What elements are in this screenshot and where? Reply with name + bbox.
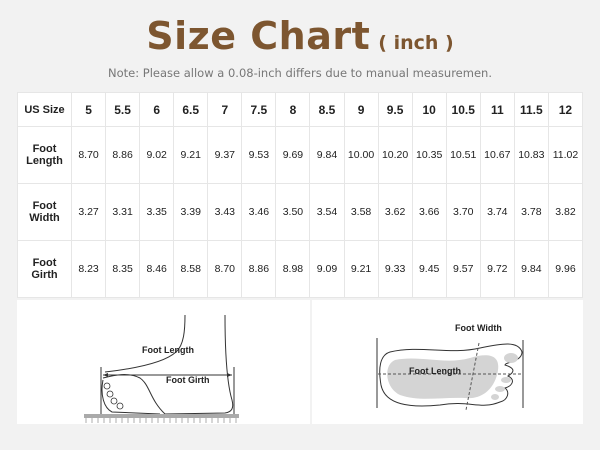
row-label-line1: Foot [32,257,57,270]
value-cell: 3.54 [309,183,345,242]
value-cell: 9.96 [547,240,584,298]
value-cell: 9.57 [445,240,481,298]
size-header-cell: 5.5 [105,91,141,128]
size-header-cell: 9.5 [377,91,413,128]
value-cell: 3.78 [513,183,549,242]
value-cell: 3.82 [547,183,584,242]
value-cell: 9.72 [479,240,515,298]
size-header-cell: 12 [547,91,584,128]
value-cell: 3.27 [70,183,107,242]
value-cell: 8.46 [139,240,175,298]
row-label-cell: Foot Girth [17,240,72,298]
size-header-cell: 9 [343,91,379,128]
size-header-cell: 8 [275,91,311,128]
value-cell: 8.23 [70,240,107,298]
page-title: Size Chart ( inch ) [0,14,600,58]
value-cell: 3.43 [207,183,243,242]
value-cell: 9.21 [343,240,379,298]
value-cell: 10.67 [479,126,515,185]
value-cell: 3.62 [377,183,413,242]
size-header-cell: 11 [479,91,515,128]
top-foot-illustration: Foot Width Foot Length [376,323,524,411]
value-cell: 3.31 [105,183,141,242]
measurement-note: Note: Please allow a 0.08-inch differs d… [108,66,492,80]
size-header-cell: 5 [70,91,107,128]
row-label-cell: Foot Width [17,183,72,242]
value-cell: 9.69 [275,126,311,185]
value-cell: 8.70 [207,240,243,298]
row-header-label: US Size [17,91,72,128]
value-cell: 3.50 [275,183,311,242]
table-row: Foot Length 8.70 8.86 9.02 9.21 9.37 9.53 9.69 9.… [17,126,584,185]
value-cell: 8.86 [241,240,277,298]
value-cell: 8.98 [275,240,311,298]
value-cell: 9.33 [377,240,413,298]
value-cell: 8.70 [70,126,107,185]
size-header-cell: 10 [411,91,447,128]
value-cell: 3.46 [241,183,277,242]
size-header-cell: 11.5 [513,91,549,128]
size-header-cell: 7 [207,91,243,128]
value-cell: 11.02 [547,126,584,185]
value-cell: 9.37 [207,126,243,185]
value-cell: 3.58 [343,183,379,242]
value-cell: 9.45 [411,240,447,298]
table-row: Foot Girth 8.23 8.35 8.46 8.58 8.70 8.86 8.98 9.0… [17,240,584,298]
value-cell: 3.66 [411,183,447,242]
value-cell: 9.53 [241,126,277,185]
foot-width-label: Foot Width [455,323,502,333]
foot-girth-label: Foot Girth [166,375,210,385]
title-text: Size Chart [146,14,371,58]
value-cell: 8.35 [105,240,141,298]
value-cell: 8.86 [105,126,141,185]
row-label-line2: Length [26,155,63,168]
value-cell: 3.35 [139,183,175,242]
side-foot-length-label: Foot Length [142,345,194,355]
value-cell: 9.84 [309,126,345,185]
size-header-cell: 6.5 [173,91,209,128]
value-cell: 9.02 [139,126,175,185]
row-label-cell: Foot Length [17,126,72,185]
value-cell: 10.35 [411,126,447,185]
side-view-diagram: Foot Length Foot Girth [17,300,310,424]
row-label-line2: Width [29,212,60,225]
value-cell: 3.39 [173,183,209,242]
value-cell: 8.58 [173,240,209,298]
size-table: US Size 5 5.5 6 6.5 7 7.5 8 8.5 9 9.5 10 10.5 11 11.5 1… [17,91,584,298]
value-cell: 9.84 [513,240,549,298]
top-foot-length-label: Foot Length [409,366,461,376]
value-cell: 3.74 [479,183,515,242]
value-cell: 9.09 [309,240,345,298]
row-label-line2: Girth [31,269,58,282]
size-header-cell: 8.5 [309,91,345,128]
top-view-diagram: Foot Width Foot Length [312,300,583,424]
title-unit: ( inch ) [378,32,454,54]
table-header-row: US Size 5 5.5 6 6.5 7 7.5 8 8.5 9 9.5 10 10.5 11 11.5 1… [17,91,584,128]
table-row: Foot Width 3.27 3.31 3.35 3.39 3.43 3.46 3.50 3.5… [17,183,584,242]
row-label-line1: Foot [32,143,57,156]
value-cell: 10.51 [445,126,481,185]
row-label-line1: Foot [32,200,57,213]
value-cell: 3.70 [445,183,481,242]
value-cell: 10.20 [377,126,413,185]
side-foot-illustration: Foot Length Foot Girth [84,314,239,423]
size-header-cell: 10.5 [445,91,481,128]
value-cell: 9.21 [173,126,209,185]
value-cell: 10.00 [343,126,379,185]
value-cell: 10.83 [513,126,549,185]
size-header-cell: 6 [139,91,175,128]
size-header-cell: 7.5 [241,91,277,128]
